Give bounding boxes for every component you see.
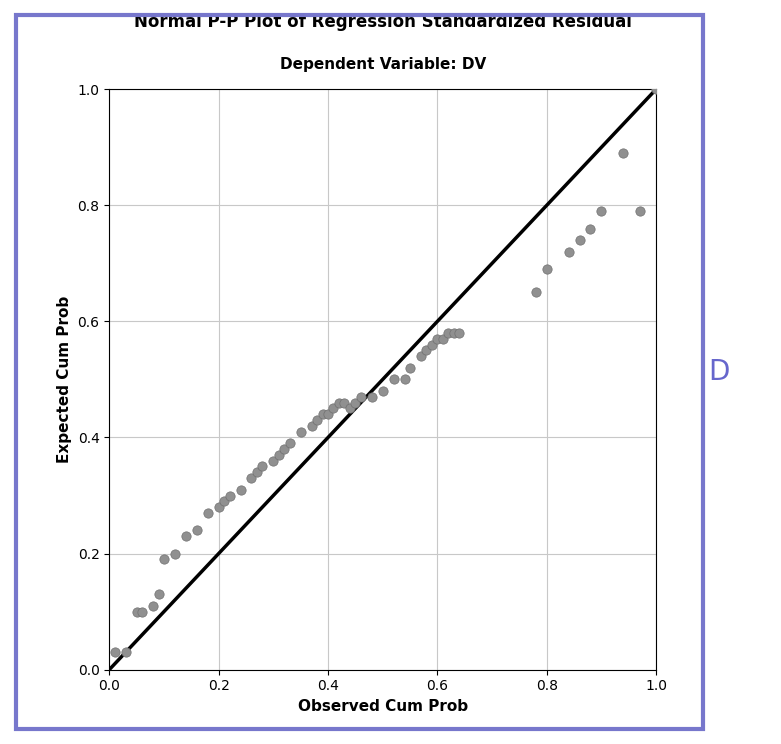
Point — [448, 327, 460, 339]
Point — [349, 397, 362, 408]
Point — [322, 408, 334, 420]
Point — [398, 373, 411, 385]
Point — [584, 222, 597, 234]
X-axis label: Observed Cum Prob: Observed Cum Prob — [298, 699, 468, 714]
Point — [437, 333, 449, 344]
Point — [245, 472, 258, 484]
Point — [223, 490, 236, 501]
Point — [562, 246, 575, 257]
Point — [130, 606, 143, 618]
Point — [212, 501, 225, 513]
Point — [420, 344, 433, 356]
Point — [234, 484, 247, 496]
Point — [633, 205, 646, 217]
Point — [316, 408, 329, 420]
Point — [256, 461, 269, 472]
Point — [180, 530, 192, 542]
Point — [267, 455, 280, 466]
Point — [169, 548, 181, 559]
Point — [119, 647, 132, 658]
Point — [415, 350, 427, 362]
Point — [147, 600, 159, 612]
Y-axis label: Expected Cum Prob: Expected Cum Prob — [57, 296, 72, 463]
Point — [617, 147, 629, 159]
Point — [218, 496, 230, 507]
Point — [284, 437, 296, 449]
Point — [431, 333, 444, 344]
Point — [376, 385, 389, 397]
Text: Normal P-P Plot of Regression Standardized Residual: Normal P-P Plot of Regression Standardiz… — [134, 13, 632, 31]
Point — [201, 507, 214, 519]
Point — [426, 339, 438, 350]
Point — [158, 554, 170, 565]
Point — [251, 466, 263, 478]
Point — [540, 263, 553, 275]
Point — [311, 414, 323, 426]
Point — [650, 83, 662, 95]
Point — [333, 397, 345, 408]
Text: Dependent Variable: DV: Dependent Variable: DV — [280, 57, 486, 72]
Point — [573, 234, 586, 246]
Point — [109, 647, 121, 658]
Point — [442, 327, 455, 339]
Point — [387, 373, 400, 385]
Point — [338, 397, 351, 408]
Point — [136, 606, 148, 618]
Point — [344, 403, 356, 414]
Point — [294, 426, 307, 437]
Point — [366, 391, 378, 403]
Point — [327, 403, 340, 414]
Point — [453, 327, 465, 339]
Point — [152, 589, 165, 600]
Point — [305, 420, 318, 432]
Point — [404, 362, 416, 373]
Point — [191, 525, 203, 536]
Point — [355, 391, 367, 403]
Point — [273, 449, 285, 461]
Point — [595, 205, 608, 217]
Point — [530, 286, 542, 298]
Point — [278, 443, 291, 455]
Text: D: D — [708, 358, 729, 386]
